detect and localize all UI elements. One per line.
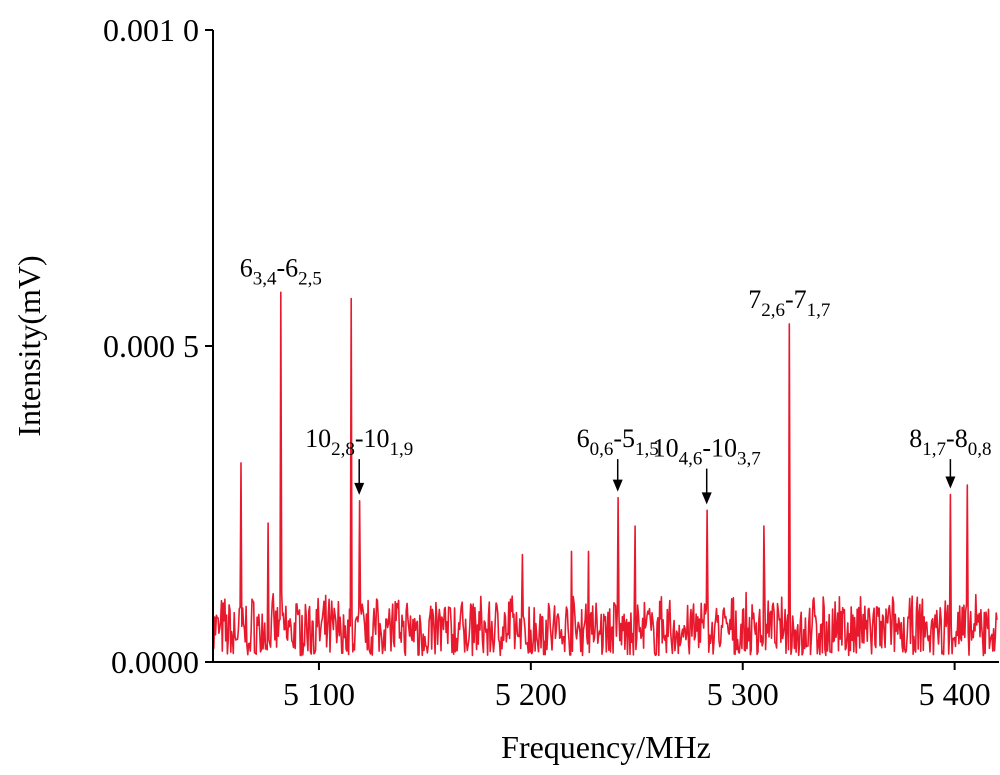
annotation-arrowhead bbox=[701, 492, 712, 505]
spectrum-line bbox=[212, 291, 998, 657]
x-tick-label: 5 400 bbox=[919, 676, 991, 712]
x-axis-title: Frequency/MHz bbox=[501, 729, 711, 765]
annotation-arrowhead bbox=[354, 482, 365, 495]
axes: 0.0000 0.000 5 0.001 0 5 100 5 200 5 300 5 400 bbox=[103, 12, 999, 712]
annotations: 63,4-62,5 102,8-101,9 60,6-51,5104,6-103,7… bbox=[240, 253, 991, 505]
x-tick-label: 5 100 bbox=[283, 676, 355, 712]
peak-annotation-label: 63,4-62,5 bbox=[240, 253, 322, 289]
y-tick-label: 0.001 0 bbox=[103, 12, 199, 48]
x-tick-label: 5 200 bbox=[495, 676, 567, 712]
x-tick-label: 5 300 bbox=[707, 676, 779, 712]
peak-annotation-label: 81,7-80,8 bbox=[909, 424, 991, 460]
y-tick-label: 0.000 5 bbox=[103, 328, 199, 364]
annotation-arrowhead bbox=[945, 476, 956, 489]
plot-area bbox=[212, 291, 998, 657]
peak-annotation-label: 104,6-103,7 bbox=[653, 434, 761, 470]
peak-annotation-label: 72,6-71,7 bbox=[748, 285, 830, 321]
peak-annotation-label: 60,6-51,5 bbox=[577, 424, 659, 460]
peak-annotation-label: 102,8-101,9 bbox=[305, 424, 413, 460]
y-axis-title: Intensity(mV) bbox=[11, 255, 47, 436]
y-tick-label: 0.0000 bbox=[111, 644, 199, 680]
annotation-arrowhead bbox=[612, 479, 623, 492]
